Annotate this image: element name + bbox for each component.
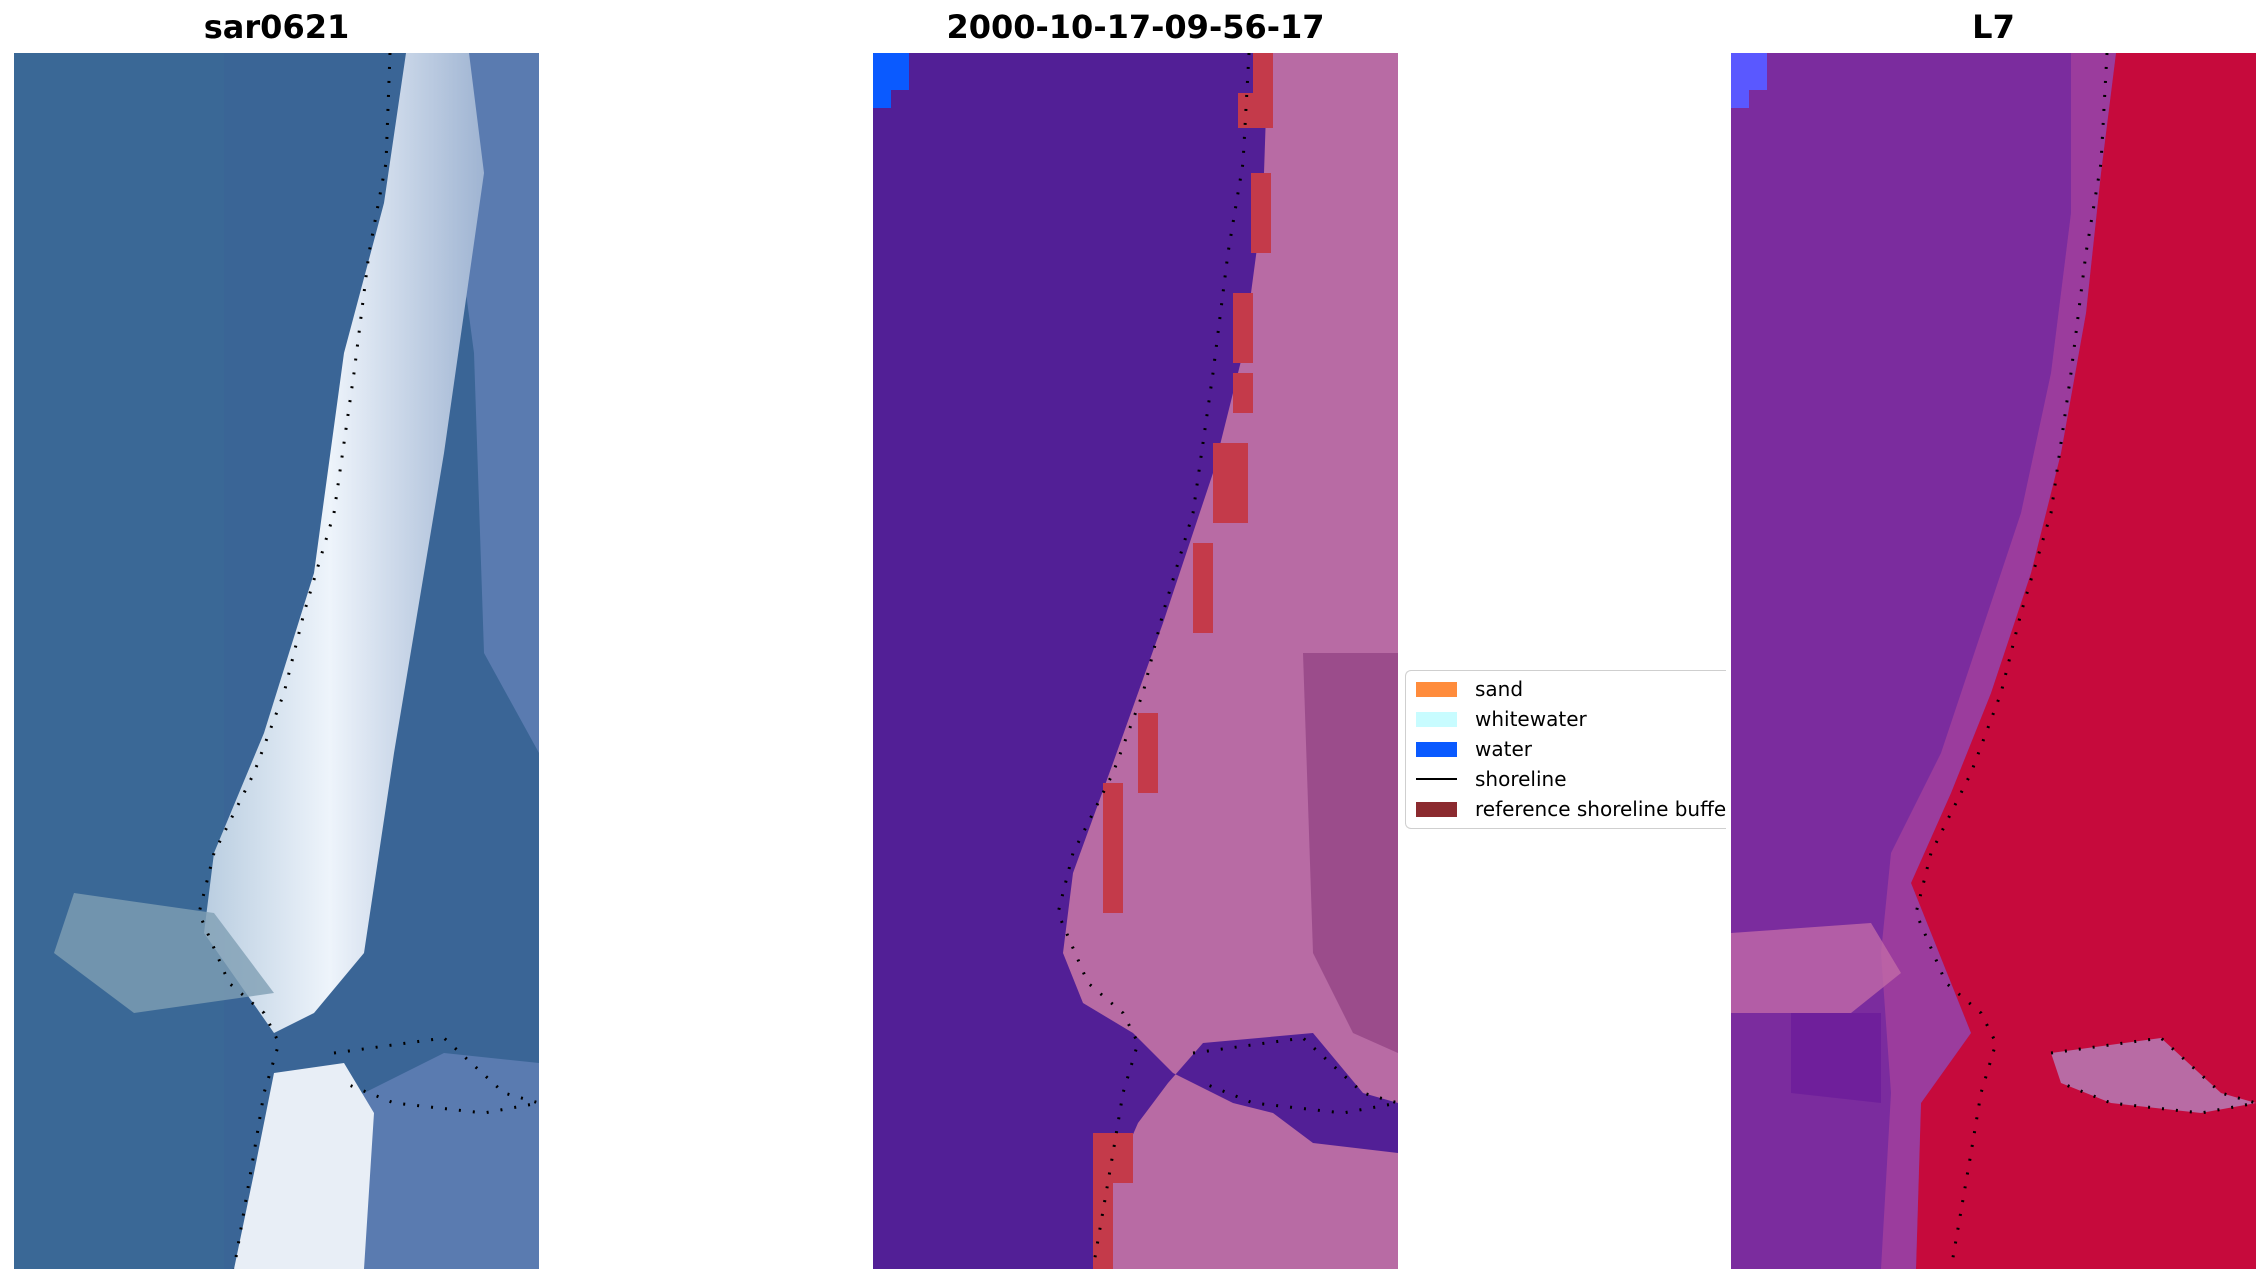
legend: sand whitewater water shoreline referenc…	[1405, 670, 1726, 829]
ndwi-image	[1731, 53, 2256, 1269]
legend-label-whitewater: whitewater	[1475, 707, 1587, 731]
panel-title-ndwi: L7	[1972, 8, 2015, 46]
water-swatch	[1416, 741, 1457, 757]
buffer-swatch	[1416, 801, 1457, 817]
classification-panel	[873, 53, 1398, 1269]
panel-title-rgb: sar0621	[203, 8, 350, 46]
legend-item-buffer: reference shoreline buffer	[1416, 794, 1726, 824]
whitewater-swatch	[1416, 711, 1457, 727]
shoreline-swatch	[1416, 778, 1457, 780]
legend-item-sand: sand	[1416, 674, 1523, 704]
panel-title-classification: 2000-10-17-09-56-17	[946, 8, 1325, 46]
rgb-image-panel	[14, 53, 539, 1269]
sand-swatch	[1416, 681, 1457, 697]
rgb-image	[14, 53, 539, 1269]
legend-label-shoreline: shoreline	[1475, 767, 1567, 791]
classification-image	[873, 53, 1398, 1269]
legend-item-whitewater: whitewater	[1416, 704, 1587, 734]
legend-item-water: water	[1416, 734, 1532, 764]
legend-label-buffer: reference shoreline buffer	[1475, 797, 1726, 821]
legend-label-water: water	[1475, 737, 1532, 761]
ndwi-panel	[1731, 53, 2256, 1269]
legend-label-sand: sand	[1475, 677, 1524, 701]
legend-item-shoreline: shoreline	[1416, 764, 1567, 794]
